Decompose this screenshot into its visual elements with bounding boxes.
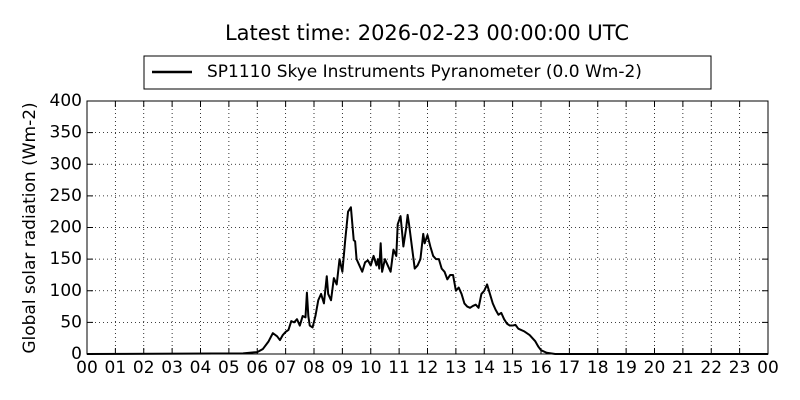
data-line — [86, 206, 768, 355]
plot-layer: 0 50 100 150 200 250 300 350 400 00 01 02 03 04 05 06 07… — [50, 91, 779, 378]
y-tick-label: 300 — [50, 154, 82, 174]
x-tick-label: 00 — [76, 358, 98, 378]
y-tick-label: 250 — [50, 186, 82, 206]
y-tick-label: 350 — [50, 123, 82, 143]
x-tick-label: 12 — [417, 358, 439, 378]
x-tick-label: 21 — [672, 358, 694, 378]
x-tick-label: 11 — [388, 358, 410, 378]
x-tick-label: 16 — [530, 358, 552, 378]
y-tick-label: 100 — [50, 281, 82, 301]
y-tick-label: 200 — [50, 218, 82, 238]
x-tick-label: 03 — [161, 358, 183, 378]
legend-label: SP1110 Skye Instruments Pyranometer (0.0… — [207, 62, 642, 82]
x-tick-label: 05 — [218, 358, 240, 378]
x-tick-label: 19 — [615, 358, 637, 378]
chart-title: Latest time: 2026-02-23 00:00:00 UTC — [225, 21, 629, 45]
x-tick-label: 22 — [700, 358, 722, 378]
y-tick-label: 50 — [60, 312, 82, 332]
x-tick-label: 00 — [757, 358, 779, 378]
x-tick-label: 01 — [105, 358, 127, 378]
plot-frame — [86, 100, 769, 355]
x-tick-label: 06 — [246, 358, 268, 378]
x-tick-label: 20 — [644, 358, 666, 378]
y-tick-label: 400 — [50, 91, 82, 111]
x-tick-label: 23 — [729, 358, 751, 378]
x-tick-label: 18 — [587, 358, 609, 378]
x-tick-label: 17 — [559, 358, 581, 378]
x-tick-label: 13 — [445, 358, 467, 378]
x-tick-label: 14 — [473, 358, 495, 378]
y-tick-label: 0 — [71, 344, 82, 364]
x-tick-label: 07 — [275, 358, 297, 378]
y-tick-label: 150 — [50, 249, 82, 269]
legend-box — [143, 55, 712, 90]
x-tick-label: 04 — [190, 358, 212, 378]
x-tick-label: 15 — [502, 358, 524, 378]
y-axis-label: Global solar radiation (Wm-2) — [20, 102, 40, 353]
x-tick-label: 02 — [133, 358, 155, 378]
x-tick-label: 08 — [303, 358, 325, 378]
x-tick-label: 09 — [332, 358, 354, 378]
x-tick-label: 10 — [360, 358, 382, 378]
